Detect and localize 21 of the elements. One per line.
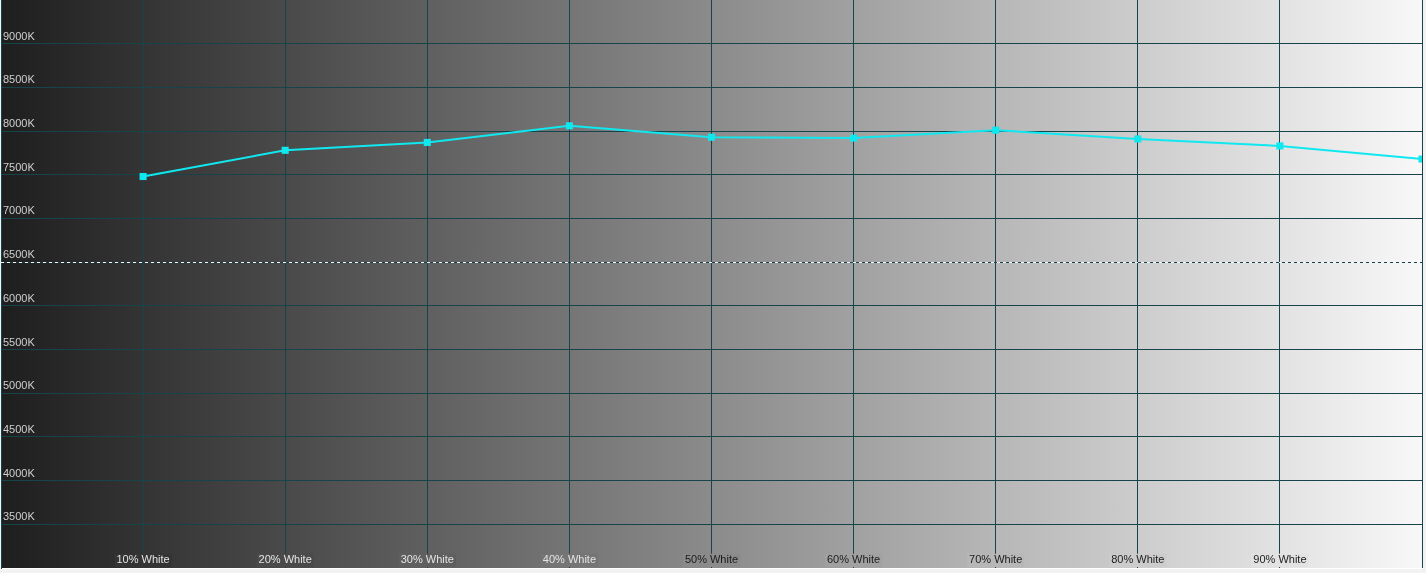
y-tick-label: 9000K <box>3 29 36 42</box>
x-tick-label: 40% White <box>542 553 596 566</box>
y-tick-label: 5000K <box>3 379 36 392</box>
x-tick-label: 20% White <box>258 553 312 566</box>
x-tick-label: 90% White <box>1253 553 1307 566</box>
y-tick-label: 8500K <box>3 73 36 86</box>
x-tick-label: 10% White <box>116 553 170 566</box>
x-tick-label: 70% White <box>969 553 1023 566</box>
y-tick-label: 7000K <box>3 204 36 217</box>
y-tick-label: 7500K <box>3 160 36 173</box>
x-tick-label: 60% White <box>827 553 881 566</box>
x-tick-label: 50% White <box>684 553 739 566</box>
y-tick-label: 6000K <box>3 291 36 304</box>
y-tick-label: 6500K <box>3 248 36 261</box>
y-tick-label: 4000K <box>3 466 36 479</box>
y-tick-label: 3500K <box>3 510 36 523</box>
y-tick-label: 8000K <box>3 117 36 130</box>
y-tick-label: 4500K <box>3 422 36 435</box>
x-tick-label: 30% White <box>400 553 454 566</box>
y-tick-label: 5500K <box>3 335 36 348</box>
x-tick-label: 80% White <box>1111 553 1165 566</box>
